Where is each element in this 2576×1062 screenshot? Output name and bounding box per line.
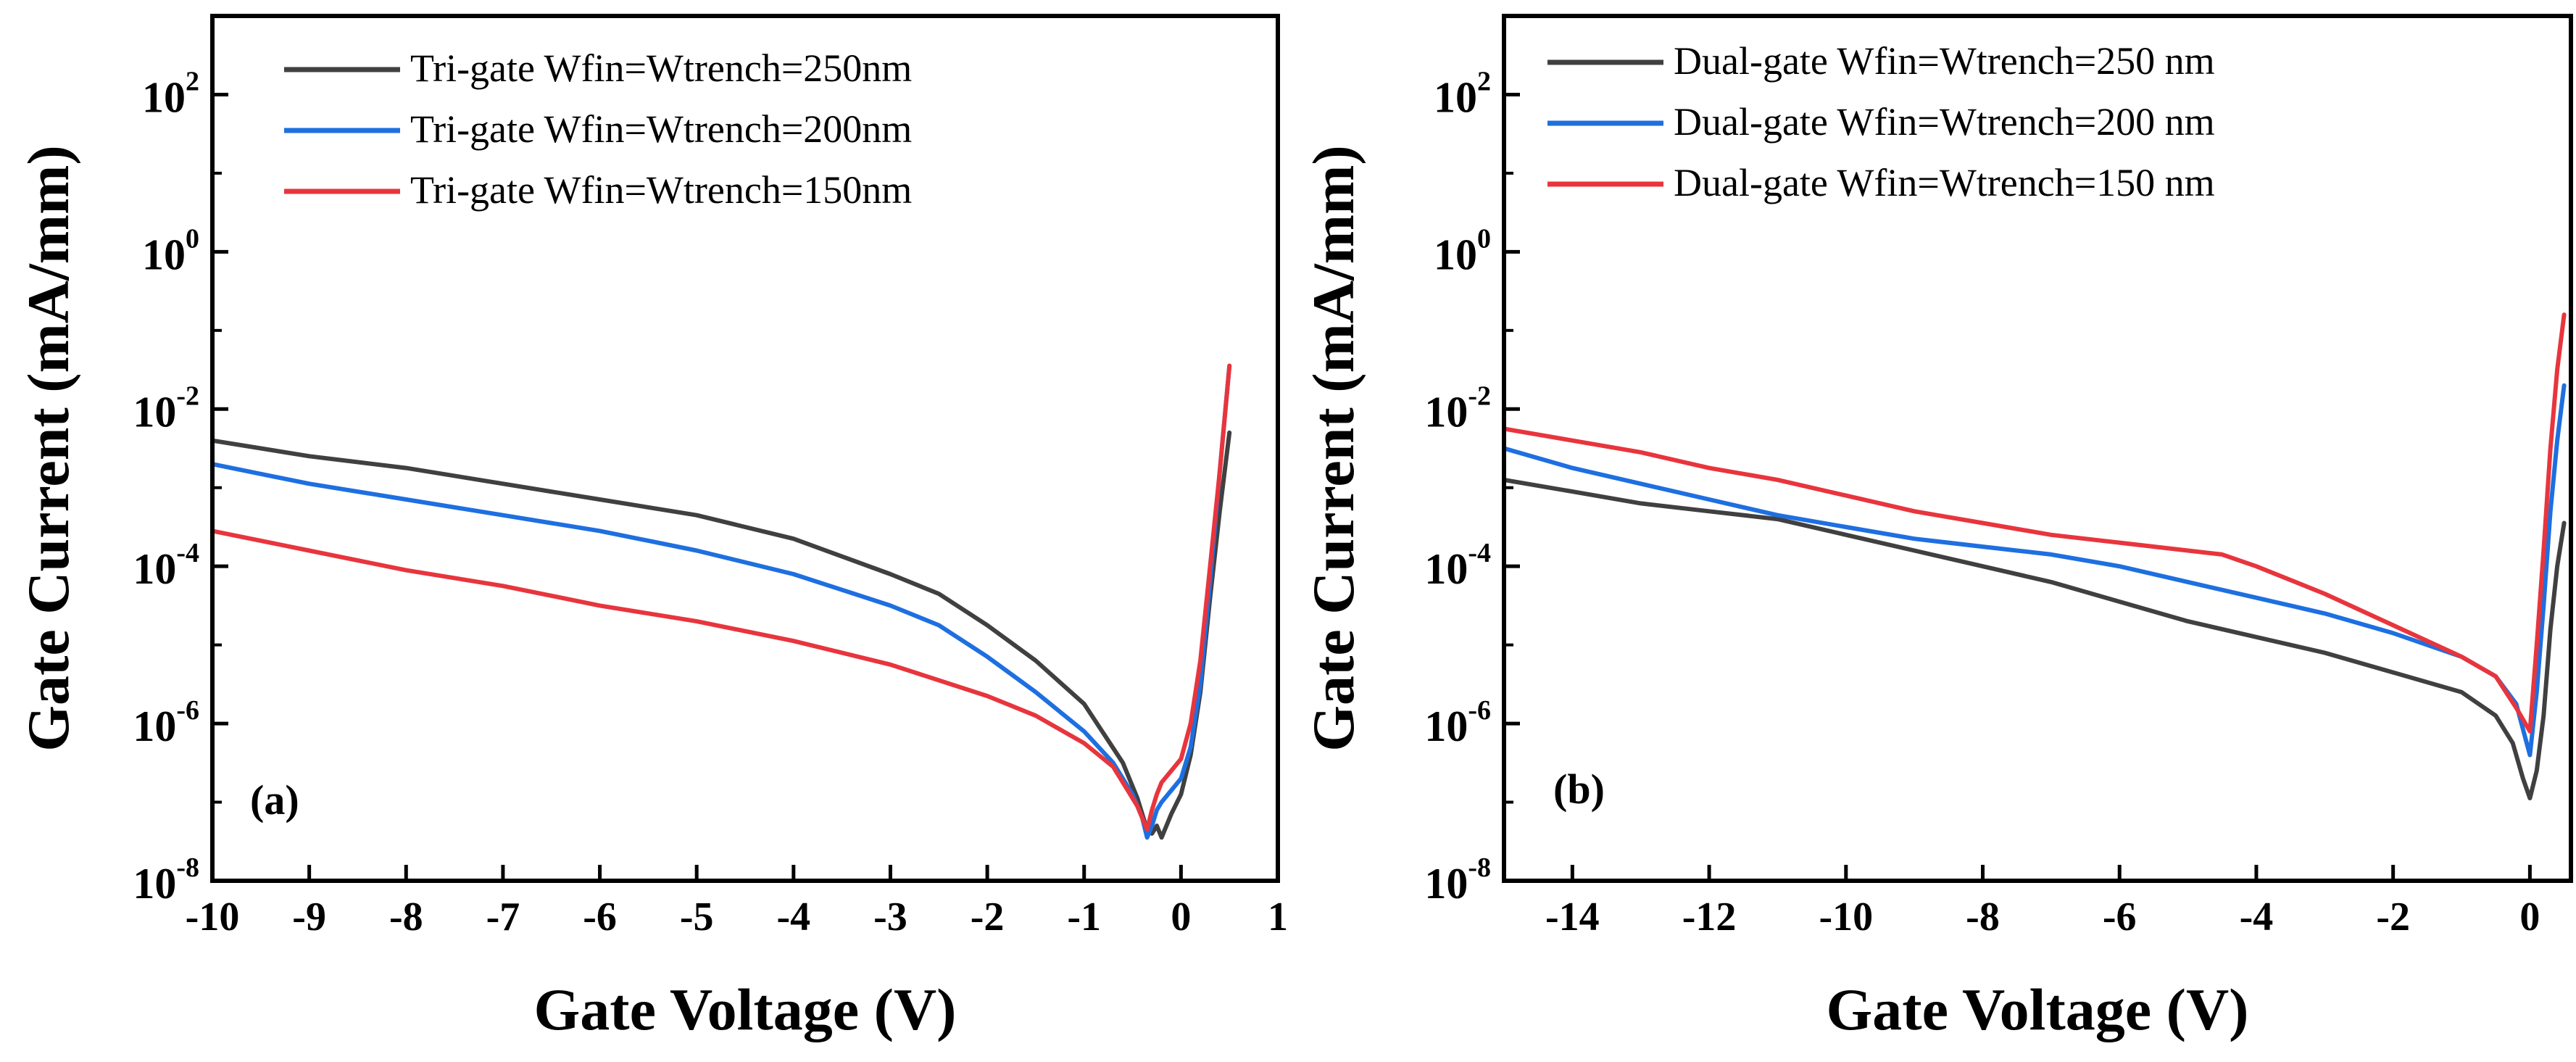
legend-label: Dual-gate Wfin=Wtrench=150 nm xyxy=(1674,161,2215,204)
legend-label: Tri-gate Wfin=Wtrench=150nm xyxy=(410,168,912,212)
series-line-3 xyxy=(1504,312,2567,734)
panel-label: (a) xyxy=(250,776,299,824)
x-tick-label: 1 xyxy=(1268,895,1288,939)
y-tick-exponent: -8 xyxy=(1468,852,1491,883)
x-tick-label: -2 xyxy=(971,895,1005,939)
legend: Tri-gate Wfin=Wtrench=250nm Tri-gate Wfin… xyxy=(284,46,912,212)
panel-b-dual-gate-chart: -14 -12 -10 -8 -6 -4 -2 010210010-210-410-610-8… xyxy=(1300,14,2573,1042)
y-axis-title: Gate Current (mA/mm) xyxy=(15,145,81,751)
x-tick-label: -10 xyxy=(1819,895,1873,939)
legend-label: Tri-gate Wfin=Wtrench=250nm xyxy=(410,46,912,90)
x-tick-label: -14 xyxy=(1545,895,1600,939)
series-lines xyxy=(1504,312,2567,801)
x-axis-title: Gate Voltage (V) xyxy=(533,976,956,1042)
y-tick-base: 10 xyxy=(1424,388,1468,436)
y-tick-label: 100 xyxy=(1434,223,1491,278)
y-tick-label: 10-2 xyxy=(1424,381,1491,436)
y-tick-exponent: -8 xyxy=(176,852,199,883)
legend-item: Dual-gate Wfin=Wtrench=150 nm xyxy=(1547,161,2215,204)
x-tick-label: -4 xyxy=(776,895,810,939)
y-tick-label: 10-8 xyxy=(133,852,199,908)
plot-frame xyxy=(210,14,1280,883)
series-lines xyxy=(212,363,1232,840)
y-tick-exponent: 0 xyxy=(1477,223,1491,254)
y-tick-exponent: -4 xyxy=(176,538,199,568)
legend-item: Dual-gate Wfin=Wtrench=200 nm xyxy=(1547,100,2215,144)
y-tick-base: 10 xyxy=(142,231,186,278)
x-tick-label: -6 xyxy=(583,895,617,939)
y-tick-label: 10-4 xyxy=(1424,538,1491,593)
x-tick-label: -7 xyxy=(486,895,520,939)
y-tick-label: 10-8 xyxy=(1424,852,1491,908)
series-line-1 xyxy=(212,430,1232,840)
y-tick-base: 10 xyxy=(142,73,186,121)
legend-item: Dual-gate Wfin=Wtrench=250 nm xyxy=(1547,39,2215,83)
x-tick-label: -5 xyxy=(680,895,714,939)
x-tick-label: -9 xyxy=(292,895,326,939)
y-tick-label: 100 xyxy=(142,223,199,278)
series-line-1 xyxy=(1504,477,2567,801)
x-tick-label: -3 xyxy=(873,895,907,939)
legend-item: Tri-gate Wfin=Wtrench=250nm xyxy=(284,46,912,90)
x-tick-label: -4 xyxy=(2240,895,2274,939)
y-tick-label: 10-4 xyxy=(133,538,199,593)
y-tick-exponent: -2 xyxy=(1468,381,1491,411)
y-tick-exponent: -4 xyxy=(1468,538,1491,568)
x-tick-label: -12 xyxy=(1682,895,1737,939)
y-tick-label: 102 xyxy=(142,66,199,121)
y-tick-exponent: -6 xyxy=(176,695,199,726)
y-tick-label: 102 xyxy=(1434,66,1491,121)
series-line-2 xyxy=(212,363,1232,840)
y-tick-exponent: -6 xyxy=(1468,695,1491,726)
legend-label: Dual-gate Wfin=Wtrench=200 nm xyxy=(1674,100,2215,144)
x-tick-label: 0 xyxy=(1171,895,1191,939)
y-tick-base: 10 xyxy=(133,388,176,436)
y-tick-base: 10 xyxy=(133,860,176,908)
x-axis-title: Gate Voltage (V) xyxy=(1826,976,2248,1042)
series-line-2 xyxy=(1504,383,2567,758)
y-tick-base: 10 xyxy=(1434,231,1477,278)
y-tick-base: 10 xyxy=(1434,73,1477,121)
y-tick-base: 10 xyxy=(133,702,176,750)
x-tick-label: -6 xyxy=(2103,895,2137,939)
y-tick-exponent: 0 xyxy=(186,223,199,254)
y-tick-exponent: -2 xyxy=(176,381,199,411)
y-tick-label: 10-6 xyxy=(133,695,199,750)
y-tick-label: 10-6 xyxy=(1424,695,1491,750)
y-tick-base: 10 xyxy=(1424,545,1468,593)
legend-label: Tri-gate Wfin=Wtrench=200nm xyxy=(410,107,912,151)
y-tick-exponent: 2 xyxy=(1477,66,1491,96)
plot-frame xyxy=(1502,14,2573,883)
legend-item: Tri-gate Wfin=Wtrench=200nm xyxy=(284,107,912,151)
legend-label: Dual-gate Wfin=Wtrench=250 nm xyxy=(1674,39,2215,83)
y-tick-label: 10-2 xyxy=(133,381,199,436)
y-tick-base: 10 xyxy=(133,545,176,593)
x-tick-label: -1 xyxy=(1067,895,1101,939)
y-axis-title: Gate Current (mA/mm) xyxy=(1300,145,1366,751)
x-tick-label: 0 xyxy=(2519,895,2540,939)
y-tick-base: 10 xyxy=(1424,860,1468,908)
legend: Dual-gate Wfin=Wtrench=250 nm Dual-gate W… xyxy=(1547,39,2215,204)
y-tick-base: 10 xyxy=(1424,702,1468,750)
legend-item: Tri-gate Wfin=Wtrench=150nm xyxy=(284,168,912,212)
panel-label: (b) xyxy=(1553,766,1605,813)
panel-a-tri-gate-chart: -10 -9 -8 -7 -6 -5 -4 -3 -2 -1 0 110210010-210-410-… xyxy=(15,14,1288,1042)
x-tick-label: -10 xyxy=(186,895,240,939)
x-tick-label: -2 xyxy=(2376,895,2410,939)
x-tick-label: -8 xyxy=(389,895,423,939)
x-tick-label: -8 xyxy=(1966,895,2000,939)
y-tick-exponent: 2 xyxy=(186,66,199,96)
series-line-3 xyxy=(212,363,1232,832)
